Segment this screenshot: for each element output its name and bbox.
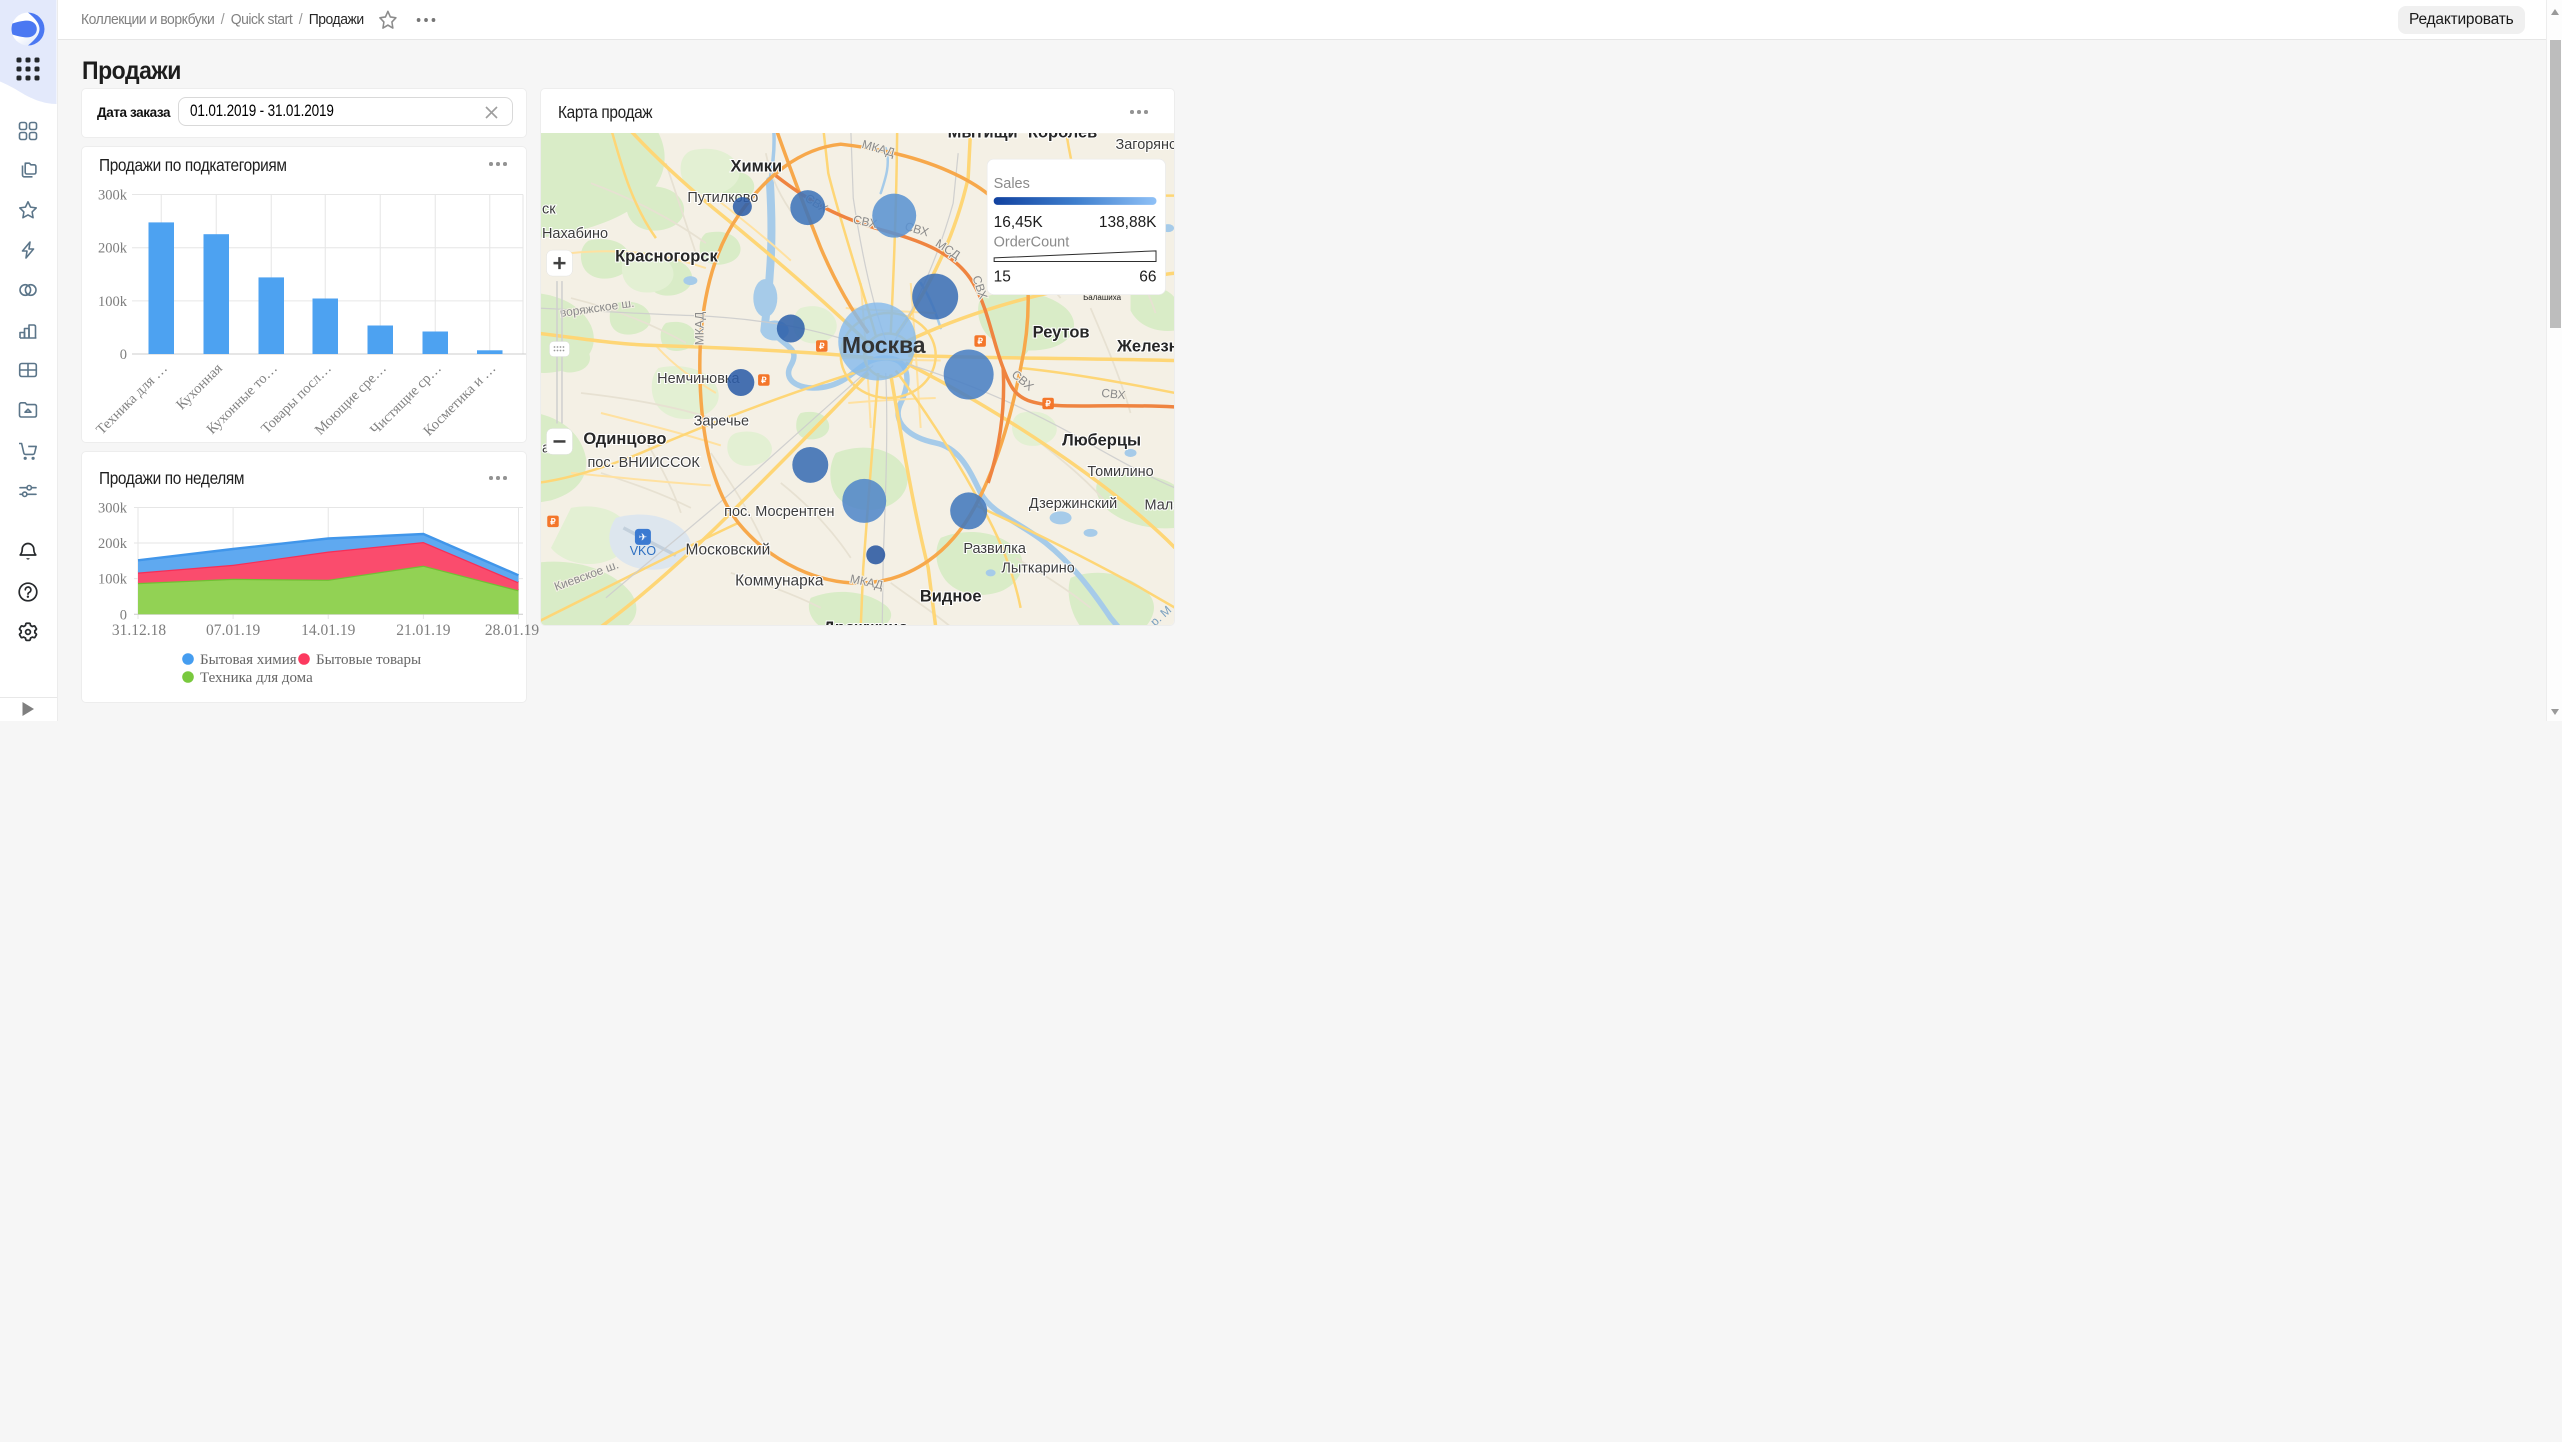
svg-text:VKO: VKO (630, 543, 657, 557)
svg-text:Развилка: Развилка (963, 540, 1027, 556)
svg-text:₽: ₽ (1045, 398, 1050, 408)
svg-text:200k: 200k (98, 241, 128, 257)
svg-text:Химки: Химки (730, 157, 782, 175)
svg-text:СВХ: СВХ (1101, 385, 1126, 401)
svg-text:Бытовые товары: Бытовые товары (316, 652, 421, 668)
svg-text:Техника для …: Техника для … (93, 361, 171, 439)
svg-text:Московский: Московский (685, 541, 770, 558)
svg-text:Красногорск: Красногорск (615, 247, 718, 265)
svg-text:Москва: Москва (842, 332, 926, 358)
svg-text:28.01.19: 28.01.19 (485, 622, 540, 639)
svg-text:ск: ск (542, 201, 556, 217)
svg-text:Балашиха: Балашиха (1083, 293, 1122, 302)
svg-text:100k: 100k (98, 572, 128, 588)
svg-text:₽: ₽ (761, 374, 766, 384)
svg-text:Лыткарино: Лыткарино (1001, 560, 1074, 576)
svg-text:пос. Мосрентген: пос. Мосрентген (724, 503, 834, 519)
svg-text:пос. ВНИИССОК: пос. ВНИИССОК (587, 454, 700, 470)
svg-text:0: 0 (120, 607, 127, 623)
svg-text:Малах: Малах (1145, 497, 1175, 513)
svg-text:Заречье: Заречье (694, 413, 750, 429)
svg-text:Королев: Королев (1028, 133, 1097, 142)
svg-text:31.12.18: 31.12.18 (112, 622, 167, 639)
svg-text:МКАД: МКАД (692, 311, 706, 344)
svg-text:15: 15 (994, 268, 1011, 285)
svg-text:Мытищи: Мытищи (948, 133, 1018, 142)
svg-text:66: 66 (1139, 268, 1156, 285)
svg-text:Томилино: Томилино (1087, 463, 1153, 479)
svg-text:Железнодо: Железнодо (1116, 337, 1175, 355)
svg-text:Кухонная: Кухонная (173, 360, 226, 413)
svg-text:300k: 300k (98, 188, 128, 204)
svg-text:Загорянск: Загорянск (1115, 137, 1175, 153)
svg-text:100k: 100k (98, 294, 128, 310)
svg-text:21.01.19: 21.01.19 (396, 622, 451, 639)
svg-text:Sales: Sales (994, 176, 1030, 192)
svg-text:₽: ₽ (550, 516, 555, 526)
svg-text:₽: ₽ (977, 336, 982, 346)
svg-text:200k: 200k (98, 536, 128, 552)
svg-text:07.01.19: 07.01.19 (206, 622, 261, 639)
svg-text:138,88K: 138,88K (1099, 214, 1157, 231)
svg-text:Дрожжино: Дрожжино (823, 618, 908, 626)
svg-text:СВХ: СВХ (852, 212, 879, 231)
svg-text:Одинцово: Одинцово (583, 429, 666, 447)
svg-text:✈: ✈ (639, 532, 647, 543)
svg-text:Немчиновка: Немчиновка (657, 370, 740, 386)
svg-text:Бытовая химия: Бытовая химия (200, 652, 297, 668)
svg-text:Реутов: Реутов (1033, 323, 1090, 341)
svg-text:Техника для дома: Техника для дома (200, 670, 313, 686)
svg-text:300k: 300k (98, 501, 128, 517)
svg-text:₽: ₽ (819, 341, 824, 351)
svg-text:Люберцы: Люберцы (1062, 431, 1141, 449)
svg-text:Видное: Видное (920, 587, 982, 605)
svg-text:Коммунарка: Коммунарка (735, 572, 824, 589)
svg-text:0: 0 (120, 347, 127, 363)
svg-text:14.01.19: 14.01.19 (301, 622, 356, 639)
svg-text:Дзержинский: Дзержинский (1029, 495, 1117, 511)
svg-text:Нахабино: Нахабино (542, 226, 608, 242)
svg-text:OrderCount: OrderCount (994, 234, 1070, 250)
svg-text:16,45K: 16,45K (994, 214, 1044, 231)
